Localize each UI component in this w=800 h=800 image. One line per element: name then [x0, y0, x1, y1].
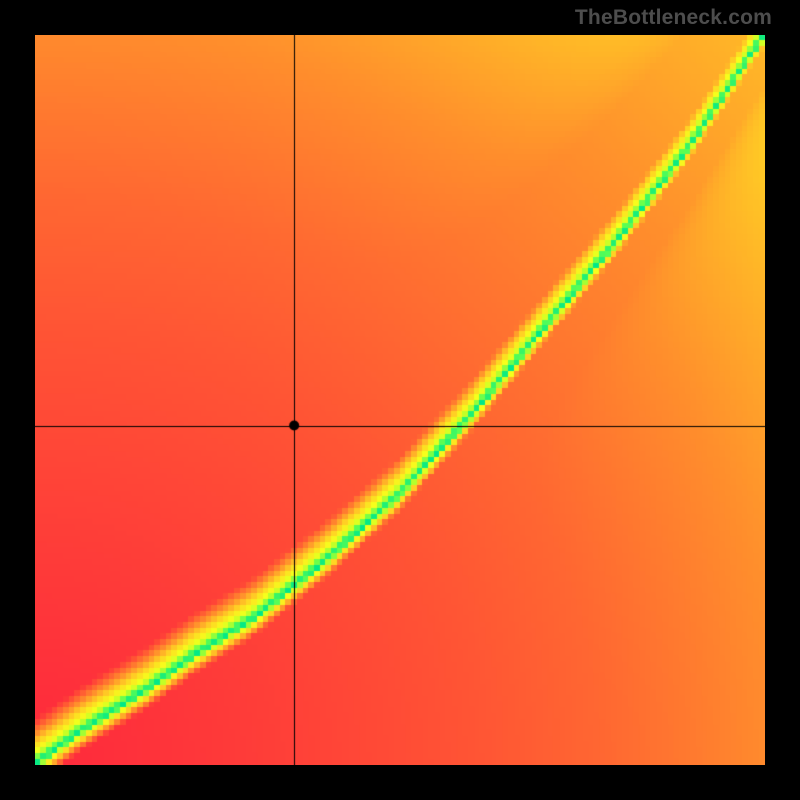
- frame: { "watermark": { "text": "TheBottleneck.…: [0, 0, 800, 800]
- watermark-text: TheBottleneck.com: [575, 6, 772, 30]
- bottleneck-heatmap: [35, 35, 765, 765]
